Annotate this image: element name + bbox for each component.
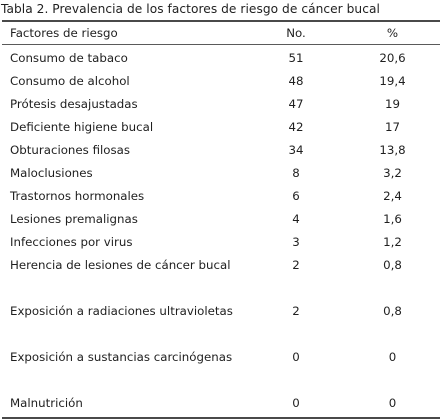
table-row: Consumo de alcohol 48 19,4	[2, 70, 440, 93]
percent-cell: 2,4	[383, 189, 402, 203]
table-row: Herencia de lesiones de cáncer bucal 2 0…	[2, 254, 440, 300]
percent-cell: 19	[384, 97, 400, 111]
count-cell: 42	[288, 120, 304, 134]
percent-cell: 17	[384, 120, 400, 134]
count-cell: 47	[288, 97, 304, 111]
table-row: Obturaciones filosas 34 13,8	[2, 139, 440, 162]
factor-cell: Trastornos hormonales	[10, 189, 145, 203]
table-row: Exposición a radiaciones ultravioletas 2…	[2, 300, 440, 346]
factor-cell: Prótesis desajustadas	[10, 97, 138, 111]
percent-cell: 0	[388, 396, 397, 410]
table-row: Maloclusiones 8 3,2	[2, 162, 440, 185]
count-cell: 3	[292, 235, 300, 249]
percent-cell: 13,8	[379, 143, 406, 157]
header-rule	[2, 44, 440, 45]
percent-cell: 0,8	[383, 304, 402, 318]
risk-factors-table: Factores de riesgo No. % Consumo de taba…	[2, 20, 440, 419]
table-row: Prótesis desajustadas 47 19	[2, 93, 440, 116]
count-cell: 0	[292, 350, 300, 364]
table-row: Infecciones por virus 3 1,2	[2, 231, 440, 254]
table-row: Malnutrición 0 0	[2, 392, 440, 415]
count-cell: 51	[288, 51, 304, 65]
factor-cell: Malnutrición	[10, 396, 83, 410]
factor-cell: Infecciones por virus	[10, 235, 133, 249]
factor-cell: Exposición a sustancias carcinógenas	[10, 350, 233, 364]
percent-cell: 0	[388, 350, 397, 364]
count-cell: 8	[292, 166, 300, 180]
percent-cell: 1,2	[383, 235, 402, 249]
header-count: No.	[286, 26, 306, 40]
count-cell: 4	[292, 212, 300, 226]
count-cell: 48	[288, 74, 304, 88]
count-cell: 0	[292, 396, 300, 410]
factor-cell: Consumo de alcohol	[10, 74, 130, 88]
table-row: Deficiente higiene bucal 42 17	[2, 116, 440, 139]
table-caption: Tabla 2. Prevalencia de los factores de …	[1, 2, 380, 16]
factor-cell: Lesiones premalignas	[10, 212, 138, 226]
count-cell: 34	[288, 143, 304, 157]
count-cell: 2	[292, 304, 300, 318]
count-cell: 6	[292, 189, 300, 203]
percent-cell: 1,6	[383, 212, 402, 226]
percent-cell: 0,8	[383, 258, 402, 272]
factor-cell: Obturaciones filosas	[10, 143, 131, 157]
percent-cell: 20,6	[379, 51, 406, 65]
factor-cell: Consumo de tabaco	[10, 51, 128, 65]
table-top-rule	[2, 20, 440, 22]
percent-cell: 19,4	[379, 74, 406, 88]
header-factor: Factores de riesgo	[10, 26, 118, 40]
header-percent: %	[386, 26, 399, 40]
table-row: Exposición a sustancias carcinógenas 0 0	[2, 346, 440, 392]
count-cell: 2	[292, 258, 300, 272]
table-row: Lesiones premalignas 4 1,6	[2, 208, 440, 231]
table-header-row: Factores de riesgo No. %	[2, 22, 440, 44]
factor-cell: Exposición a radiaciones ultravioletas	[10, 304, 233, 318]
table-body: Consumo de tabaco 51 20,6 Consumo de alc…	[2, 45, 440, 417]
factor-cell: Maloclusiones	[10, 166, 93, 180]
factor-cell: Herencia de lesiones de cáncer bucal	[10, 258, 231, 272]
factor-cell: Deficiente higiene bucal	[10, 120, 154, 134]
table-row: Consumo de tabaco 51 20,6	[2, 47, 440, 70]
table-row: Trastornos hormonales 6 2,4	[2, 185, 440, 208]
percent-cell: 3,2	[383, 166, 402, 180]
